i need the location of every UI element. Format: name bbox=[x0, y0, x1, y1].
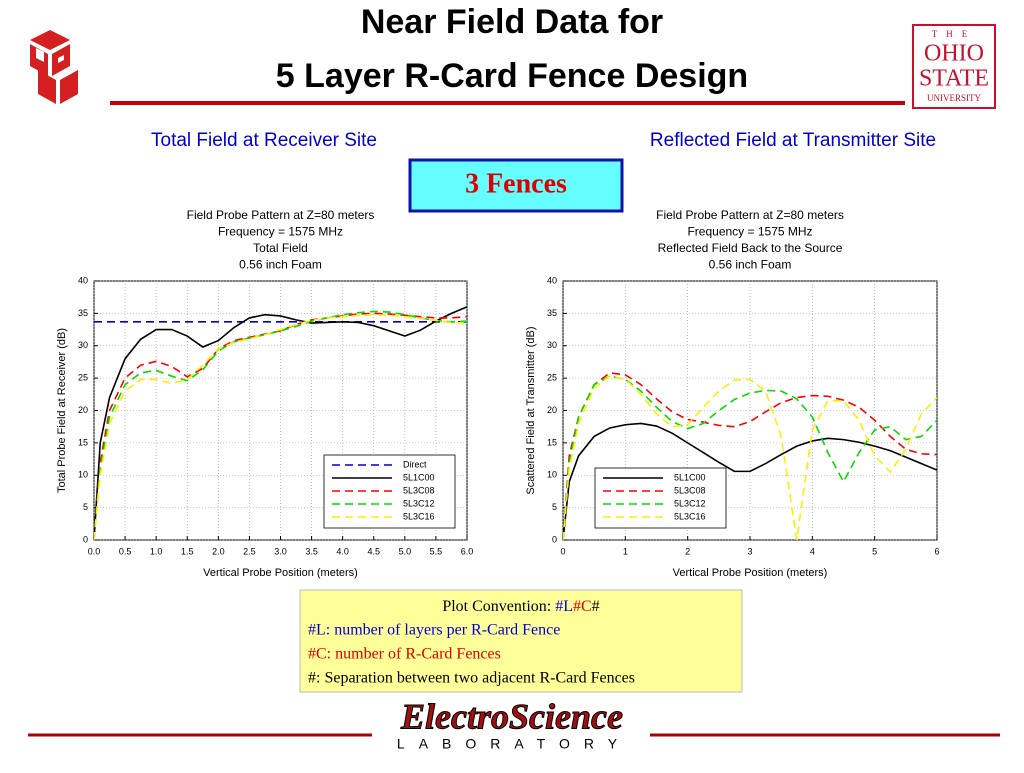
legend-label: 5L3C08 bbox=[403, 485, 435, 495]
convention-code: #L bbox=[555, 598, 573, 615]
convention-line: #: Separation between two adjacent R-Car… bbox=[308, 670, 635, 687]
chart-title: Field Probe Pattern at Z=80 meters bbox=[656, 208, 844, 222]
series-line bbox=[563, 375, 937, 540]
y-axis-label: Scattered Field at Transmitter (dB) bbox=[525, 326, 537, 494]
x-tick-label: 5 bbox=[872, 546, 877, 556]
legend-label: 5L3C16 bbox=[674, 511, 706, 521]
y-tick-label: 10 bbox=[78, 470, 88, 480]
chart-title: Reflected Field Back to the Source bbox=[658, 241, 843, 255]
esl-logo: ElectroScience bbox=[400, 696, 623, 736]
osu-ohio: OHIO bbox=[924, 41, 984, 67]
x-tick-label: 0.5 bbox=[119, 546, 132, 556]
series-line bbox=[563, 375, 937, 540]
x-tick-label: 1.0 bbox=[150, 546, 163, 556]
legend-label: 5L1C00 bbox=[403, 472, 435, 482]
x-axis-label: Vertical Probe Position (meters) bbox=[673, 567, 828, 579]
chart-title: Frequency = 1575 MHz bbox=[218, 225, 343, 239]
legend-label: 5L1C00 bbox=[674, 472, 706, 482]
legend-label: 5L3C12 bbox=[674, 498, 706, 508]
osu-logo: THE OHIO STATE UNIVERSITY bbox=[912, 24, 996, 109]
fences-box bbox=[408, 158, 624, 213]
legend-label: 5L3C12 bbox=[403, 498, 435, 508]
slide-title: Near Field Data for bbox=[361, 3, 663, 41]
convention-box bbox=[299, 589, 743, 693]
x-tick-label: 3 bbox=[747, 546, 752, 556]
osu-university: UNIVERSITY bbox=[927, 93, 981, 103]
series-line bbox=[94, 306, 467, 540]
osu-frame bbox=[912, 24, 996, 109]
x-tick-label: 3.5 bbox=[305, 546, 318, 556]
y-tick-label: 25 bbox=[78, 373, 88, 383]
y-tick-label: 30 bbox=[547, 340, 557, 350]
series-line bbox=[563, 372, 937, 540]
y-tick-label: 5 bbox=[552, 502, 557, 512]
x-tick-label: 5.0 bbox=[399, 546, 412, 556]
series-line bbox=[94, 313, 467, 540]
left-heading: Total Field at Receiver Site bbox=[151, 130, 377, 151]
y-tick-label: 15 bbox=[547, 437, 557, 447]
right-heading: Reflected Field at Transmitter Site bbox=[650, 130, 936, 151]
series-line bbox=[563, 422, 937, 540]
cem-logo bbox=[30, 30, 78, 104]
osu-state: STATE bbox=[919, 66, 989, 92]
y-tick-label: 20 bbox=[547, 405, 557, 415]
y-tick-label: 35 bbox=[78, 308, 88, 318]
x-tick-label: 2.0 bbox=[212, 546, 225, 556]
y-tick-label: 25 bbox=[547, 373, 557, 383]
slide-title: 5 Layer R-Card Fence Design bbox=[276, 57, 748, 95]
chart-title: 0.56 inch Foam bbox=[709, 258, 792, 272]
osu-the: THE bbox=[932, 29, 977, 39]
chart-title: Total Field bbox=[253, 241, 308, 255]
x-axis-label: Vertical Probe Position (meters) bbox=[203, 567, 358, 579]
fences-label: 3 Fences bbox=[465, 168, 567, 199]
series-line bbox=[94, 310, 467, 540]
chart-title: 0.56 inch Foam bbox=[239, 258, 322, 272]
legend-label: 5L3C08 bbox=[674, 485, 706, 495]
legend-box bbox=[594, 467, 727, 529]
x-tick-label: 6 bbox=[934, 546, 939, 556]
esl-sub: LABORATORY bbox=[397, 736, 631, 752]
y-tick-label: 5 bbox=[83, 502, 88, 512]
legend-label: 5L3C16 bbox=[403, 511, 435, 521]
x-tick-label: 4.0 bbox=[336, 546, 349, 556]
series-line bbox=[94, 312, 467, 540]
convention-code: # bbox=[592, 598, 600, 615]
y-tick-label: 20 bbox=[78, 405, 88, 415]
x-tick-label: 5.5 bbox=[430, 546, 443, 556]
x-tick-label: 4 bbox=[810, 546, 815, 556]
x-tick-label: 1.5 bbox=[181, 546, 194, 556]
legend-label: Direct bbox=[403, 459, 427, 469]
x-tick-label: 4.5 bbox=[367, 546, 380, 556]
convention-line: #L: number of layers per R-Card Fence bbox=[308, 622, 560, 639]
y-tick-label: 0 bbox=[83, 534, 88, 544]
y-tick-label: 0 bbox=[552, 534, 557, 544]
x-tick-label: 6.0 bbox=[461, 546, 474, 556]
chart: Field Probe Pattern at Z=80 meters Freque… bbox=[525, 208, 940, 579]
chart-title: Field Probe Pattern at Z=80 meters bbox=[187, 208, 375, 222]
convention-heading: Plot Convention: bbox=[442, 598, 551, 615]
x-tick-label: 2 bbox=[685, 546, 690, 556]
x-tick-label: 2.5 bbox=[243, 546, 256, 556]
chart: Field Probe Pattern at Z=80 meters Freque… bbox=[56, 208, 473, 579]
y-tick-label: 40 bbox=[78, 275, 88, 285]
y-tick-label: 30 bbox=[78, 340, 88, 350]
y-axis-label: Total Probe Field at Receiver (dB) bbox=[56, 328, 68, 493]
x-tick-label: 0.0 bbox=[88, 546, 101, 556]
convention-title: Plot Convention: #L#C# bbox=[442, 598, 599, 615]
x-tick-label: 0 bbox=[560, 546, 565, 556]
x-tick-label: 3.0 bbox=[274, 546, 287, 556]
convention-code: #C bbox=[573, 598, 592, 615]
y-tick-label: 10 bbox=[547, 470, 557, 480]
y-tick-label: 15 bbox=[78, 437, 88, 447]
y-tick-label: 40 bbox=[547, 275, 557, 285]
x-tick-label: 1 bbox=[623, 546, 628, 556]
y-tick-label: 35 bbox=[547, 308, 557, 318]
chart-title: Frequency = 1575 MHz bbox=[687, 225, 812, 239]
convention-line: #C: number of R-Card Fences bbox=[308, 646, 501, 663]
